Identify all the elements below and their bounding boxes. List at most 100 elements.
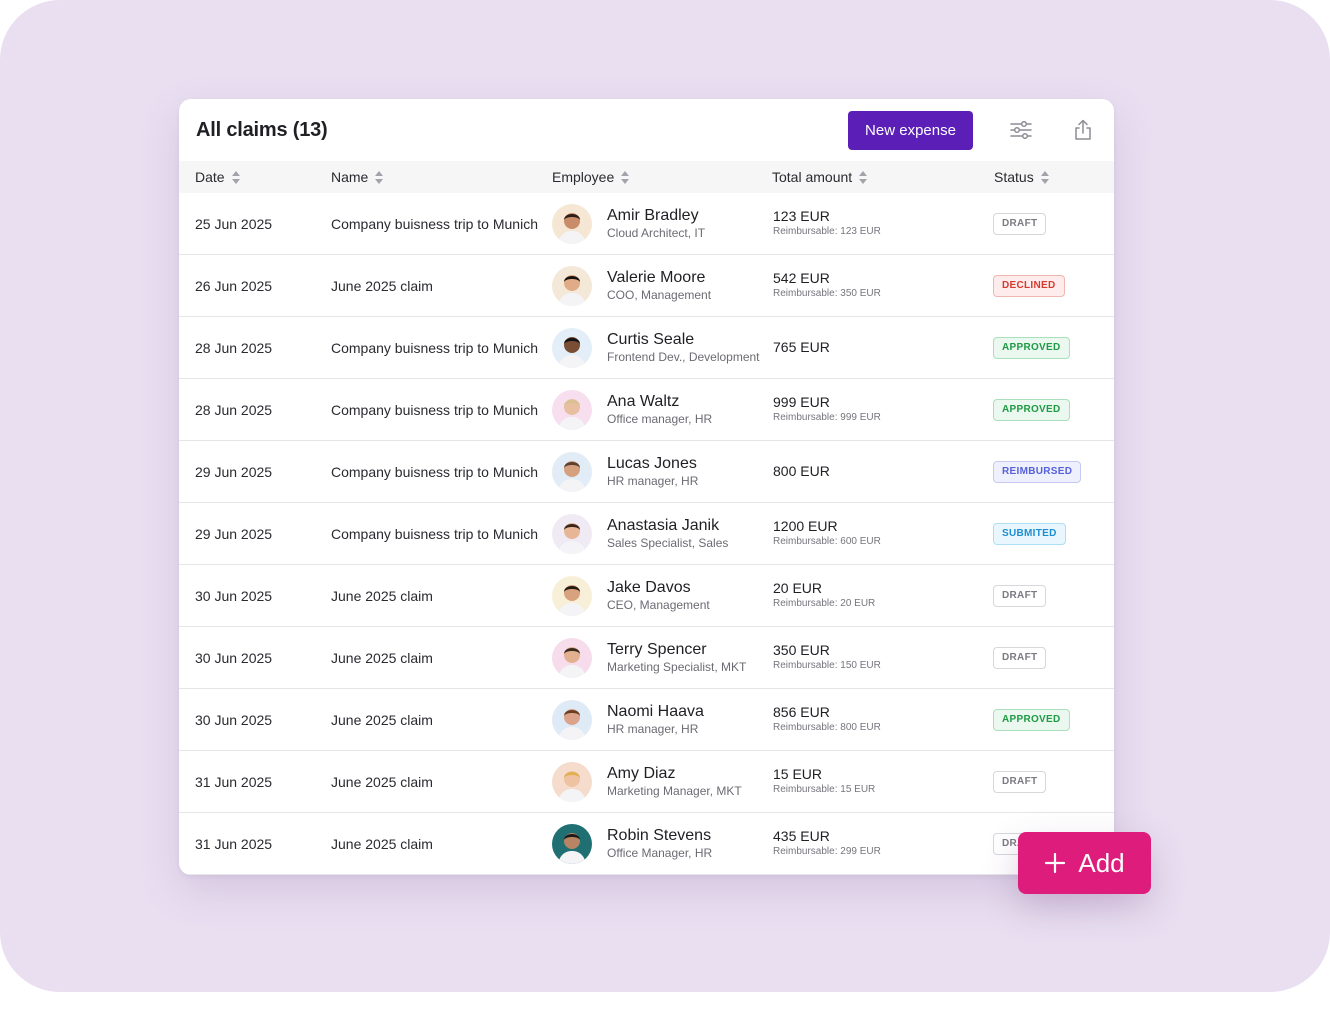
claim-name: June 2025 claim — [331, 587, 433, 604]
claim-name: Company buisness trip to Munich — [331, 463, 538, 480]
employee-role: Office manager, HR — [607, 411, 713, 426]
claim-date: 31 Jun 2025 — [195, 835, 273, 852]
avatar — [552, 513, 592, 554]
new-expense-button[interactable]: New expense — [848, 111, 973, 150]
claim-name: June 2025 claim — [331, 835, 433, 852]
column-header-status[interactable]: Status — [994, 161, 1049, 193]
column-label: Status — [994, 169, 1034, 185]
amount-cell: 765 EUR — [773, 317, 830, 378]
table-row[interactable]: 26 Jun 2025 June 2025 claim Valerie Moore C… — [179, 255, 1114, 317]
avatar — [552, 575, 592, 616]
amount-cell: 20 EUR Reimbursable: 20 EUR — [773, 565, 875, 626]
status-badge: DRAFT — [993, 770, 1047, 793]
amount-cell: 123 EUR Reimbursable: 123 EUR — [773, 193, 881, 254]
employee-cell: Lucas Jones HR manager, HR — [552, 441, 698, 502]
column-label: Date — [195, 169, 225, 185]
sort-icon — [621, 170, 630, 184]
total-amount: 765 EUR — [773, 339, 830, 355]
sliders-icon — [1010, 121, 1032, 139]
status-cell: DRAFT — [993, 565, 1047, 626]
claim-name: June 2025 claim — [331, 711, 433, 728]
claim-date: 30 Jun 2025 — [195, 587, 273, 604]
claim-name: Company buisness trip to Munich — [331, 401, 538, 418]
reimbursable-amount: Reimbursable: 600 EUR — [773, 536, 881, 547]
share-button[interactable] — [1070, 117, 1096, 143]
column-label: Total amount — [772, 169, 853, 185]
claim-name: Company buisness trip to Munich — [331, 525, 538, 542]
table-header: Date Name Employee Total amount Status — [179, 161, 1114, 193]
table-row[interactable]: 31 Jun 2025 June 2025 claim Robin Stevens O… — [179, 813, 1114, 875]
employee-role: Marketing Manager, MKT — [607, 783, 742, 798]
reimbursable-amount: Reimbursable: 15 EUR — [773, 784, 876, 795]
claim-date: 25 Jun 2025 — [195, 215, 273, 232]
claim-name: June 2025 claim — [331, 773, 433, 790]
table-row[interactable]: 25 Jun 2025 Company buisness trip to Muni… — [179, 193, 1114, 255]
amount-cell: 542 EUR Reimbursable: 350 EUR — [773, 255, 881, 316]
employee-role: CEO, Management — [607, 597, 710, 612]
employee-cell: Terry Spencer Marketing Specialist, MKT — [552, 627, 746, 688]
sort-icon — [859, 170, 868, 184]
add-button[interactable]: Add — [1018, 832, 1151, 894]
employee-cell: Valerie Moore COO, Management — [552, 255, 711, 316]
employee-cell: Amir Bradley Cloud Architect, IT — [552, 193, 705, 254]
column-header-total-amount[interactable]: Total amount — [772, 161, 868, 193]
table-row[interactable]: 28 Jun 2025 Company buisness trip to Muni… — [179, 379, 1114, 441]
total-amount: 1200 EUR — [773, 518, 838, 534]
employee-name: Curtis Seale — [607, 330, 695, 348]
reimbursable-amount: Reimbursable: 123 EUR — [773, 226, 881, 237]
status-badge: SUBMITED — [993, 522, 1066, 545]
sort-icon — [1040, 170, 1049, 184]
claim-date: 31 Jun 2025 — [195, 773, 273, 790]
claim-name: June 2025 claim — [331, 277, 433, 294]
claim-name: June 2025 claim — [331, 649, 433, 666]
table-row[interactable]: 30 Jun 2025 June 2025 claim Terry Spencer M… — [179, 627, 1114, 689]
table-row[interactable]: 29 Jun 2025 Company buisness trip to Muni… — [179, 441, 1114, 503]
claim-date: 26 Jun 2025 — [195, 277, 273, 294]
status-badge: DRAFT — [993, 646, 1047, 669]
column-header-employee[interactable]: Employee — [552, 161, 630, 193]
plus-icon — [1045, 852, 1066, 874]
total-amount: 542 EUR — [773, 270, 830, 286]
claims-table-card: All claims (13) New expense — [179, 99, 1114, 875]
avatar — [552, 203, 592, 244]
employee-name: Robin Stevens — [607, 826, 712, 844]
status-cell: DRAFT — [993, 627, 1047, 688]
table-row[interactable]: 30 Jun 2025 June 2025 claim Jake Davos CEO,… — [179, 565, 1114, 627]
table-row[interactable]: 29 Jun 2025 Company buisness trip to Muni… — [179, 503, 1114, 565]
employee-cell: Ana Waltz Office manager, HR — [552, 379, 712, 440]
employee-name: Amir Bradley — [607, 206, 699, 224]
add-button-label: Add — [1078, 847, 1125, 878]
employee-role: HR manager, HR — [607, 473, 699, 488]
column-header-name[interactable]: Name — [331, 161, 384, 193]
status-badge: DRAFT — [993, 212, 1047, 235]
status-cell: DRAFT — [993, 193, 1047, 254]
employee-name: Anastasia Janik — [607, 516, 720, 534]
column-label: Employee — [552, 169, 615, 185]
column-header-date[interactable]: Date — [195, 161, 240, 193]
amount-cell: 856 EUR Reimbursable: 800 EUR — [773, 689, 881, 750]
amount-cell: 1200 EUR Reimbursable: 600 EUR — [773, 503, 881, 564]
filter-button[interactable] — [1008, 117, 1034, 143]
status-badge: APPROVED — [993, 336, 1070, 359]
total-amount: 350 EUR — [773, 642, 830, 658]
employee-name: Lucas Jones — [607, 454, 697, 472]
avatar — [552, 637, 592, 678]
avatar — [552, 823, 592, 864]
employee-cell: Amy Diaz Marketing Manager, MKT — [552, 751, 742, 812]
employee-role: COO, Management — [607, 287, 712, 302]
employee-role: Frontend Dev., Development — [607, 349, 760, 364]
total-amount: 123 EUR — [773, 208, 830, 224]
table-row[interactable]: 31 Jun 2025 June 2025 claim Amy Diaz Market… — [179, 751, 1114, 813]
amount-cell: 350 EUR Reimbursable: 150 EUR — [773, 627, 881, 688]
table-row[interactable]: 30 Jun 2025 June 2025 claim Naomi Haava HR … — [179, 689, 1114, 751]
status-badge: APPROVED — [993, 398, 1070, 421]
avatar — [552, 389, 592, 430]
employee-cell: Curtis Seale Frontend Dev., Development — [552, 317, 760, 378]
employee-name: Naomi Haava — [607, 702, 704, 720]
table-row[interactable]: 28 Jun 2025 Company buisness trip to Muni… — [179, 317, 1114, 379]
employee-name: Valerie Moore — [607, 268, 706, 286]
claim-name: Company buisness trip to Munich — [331, 339, 538, 356]
employee-name: Ana Waltz — [607, 392, 680, 410]
employee-role: Cloud Architect, IT — [607, 225, 706, 240]
claim-date: 28 Jun 2025 — [195, 339, 273, 356]
